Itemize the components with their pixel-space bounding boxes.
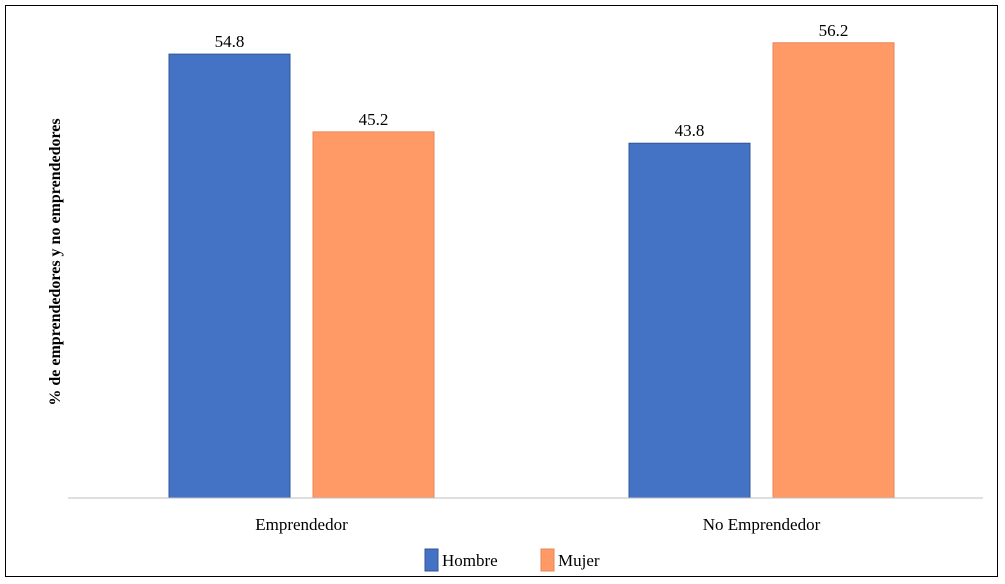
legend-swatch-mujer bbox=[540, 548, 555, 572]
bar-mujer-1 bbox=[772, 42, 895, 499]
y-axis-label: % de emprendedores y no emprendedores bbox=[47, 118, 64, 405]
legend-swatch-hombre bbox=[424, 548, 439, 572]
bar-mujer-0 bbox=[312, 131, 435, 499]
bar-hombre-1 bbox=[628, 142, 751, 499]
data-label-mujer-1: 56.2 bbox=[819, 21, 849, 40]
legend-label-mujer: Mujer bbox=[558, 551, 600, 570]
bar-hombre-0 bbox=[168, 53, 291, 499]
x-tick-label-0: Emprendedor bbox=[255, 515, 348, 534]
data-label-hombre-0: 54.8 bbox=[215, 32, 245, 51]
data-label-hombre-1: 43.8 bbox=[675, 121, 705, 140]
legend-label-hombre: Hombre bbox=[442, 551, 498, 570]
x-tick-label-1: No Emprendedor bbox=[703, 515, 821, 534]
data-label-mujer-0: 45.2 bbox=[359, 110, 389, 129]
